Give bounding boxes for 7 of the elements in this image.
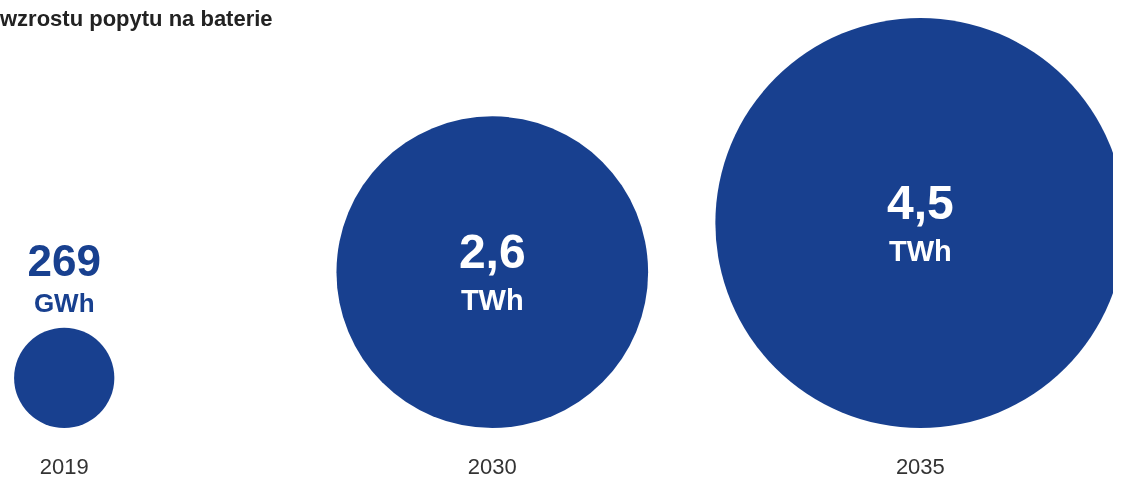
category-label: 2030: [467, 453, 517, 477]
data-label: 269 GWh: [27, 235, 101, 318]
data-label: 4,5 TWh: [887, 176, 954, 267]
category-label: 2019: [39, 453, 89, 477]
category-label: 2035: [895, 453, 945, 477]
text: wzrostu popytu na baterie: [0, 6, 273, 32]
data-label: 2,6 TWh: [458, 225, 526, 317]
